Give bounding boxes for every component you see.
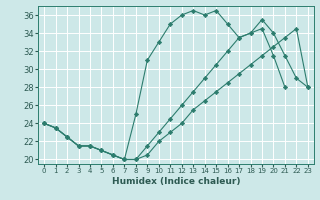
X-axis label: Humidex (Indice chaleur): Humidex (Indice chaleur) bbox=[112, 177, 240, 186]
